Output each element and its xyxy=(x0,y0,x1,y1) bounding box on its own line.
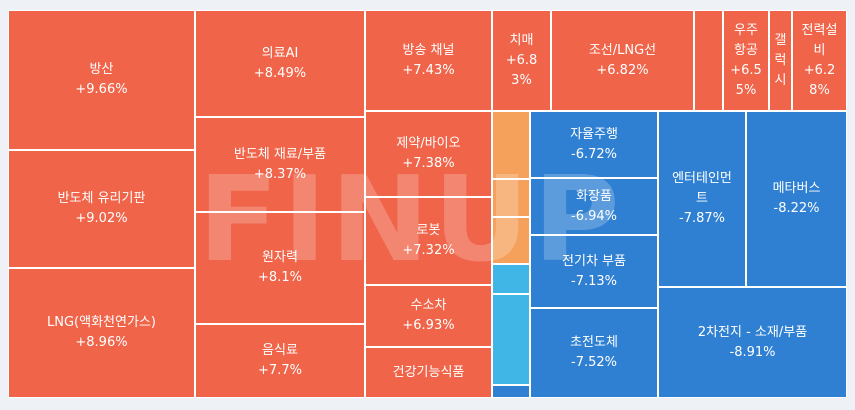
treemap-tile[interactable]: 갤 럭 시 xyxy=(769,10,792,111)
tile-change: +8.49% xyxy=(253,65,307,81)
treemap-tile[interactable]: 음식료 +7.7% xyxy=(195,324,365,398)
tile-change: +6.82% xyxy=(596,62,649,78)
tile-name: 음식료 xyxy=(262,343,298,358)
treemap-tile[interactable] xyxy=(492,111,530,179)
treemap-tile[interactable]: 수소차 +6.93% xyxy=(365,285,492,347)
tile-name: 수소차 xyxy=(410,298,447,313)
tile-name: 의료AI xyxy=(261,45,299,61)
tile-name: 화장품 xyxy=(576,188,612,204)
tile-name: 전기차 부품 xyxy=(562,253,626,269)
tile-name: 2차전지 - 소재/부품 xyxy=(697,324,808,340)
tile-change: -8.91% xyxy=(729,344,776,360)
tile-name: 방송 채널 xyxy=(402,42,455,58)
treemap-tile[interactable]: 초전도체 -7.52% xyxy=(530,308,658,398)
tile-name: 원자력 xyxy=(262,250,298,265)
treemap-tile[interactable]: 건강기능식품 xyxy=(365,347,492,398)
tile-change: +8.37% xyxy=(253,166,307,182)
tile-name: 건강기능식품 xyxy=(392,364,465,380)
treemap-tile[interactable]: 치매 +6.8 3% xyxy=(492,10,551,111)
tile-change: +9.66% xyxy=(75,82,128,97)
tile-change: +9.02% xyxy=(75,211,128,226)
tile-name: 자율주행 xyxy=(570,126,618,142)
tile-change: +8.1% xyxy=(258,270,302,285)
treemap-tile[interactable] xyxy=(492,385,530,398)
tile-change: -7.87% xyxy=(679,211,725,226)
treemap-tile[interactable]: 원자력 +8.1% xyxy=(195,212,365,324)
treemap-tile[interactable]: 제약/바이오 +7.38% xyxy=(365,111,492,197)
tile-change: +7.32% xyxy=(402,243,455,258)
tile-name: 메타버스 xyxy=(772,181,821,196)
treemap-tile[interactable]: 우주 항공 +6.5 5% xyxy=(723,10,769,111)
tile-change: +7.43% xyxy=(402,62,455,78)
tile-change: -7.52% xyxy=(571,355,617,370)
tile-name: 전력설 비 xyxy=(801,22,838,58)
tile-name: 반도체 유리기판 xyxy=(57,191,146,206)
tile-name: 초전도체 xyxy=(570,335,618,350)
tile-name: LNG(액화천연가스) xyxy=(47,315,156,330)
treemap-tile[interactable]: 방산 +9.66% xyxy=(8,10,195,150)
treemap-tile[interactable] xyxy=(492,294,530,385)
tile-name: 조선/LNG선 xyxy=(588,42,657,58)
tile-name: 우주 항공 xyxy=(734,22,758,58)
tile-change: +7.7% xyxy=(258,363,302,378)
treemap-tile[interactable]: 메타버스 -8.22% xyxy=(746,111,847,287)
tile-name: 제약/바이오 xyxy=(396,136,461,151)
treemap-tile[interactable]: 방송 채널 +7.43% xyxy=(365,10,492,111)
treemap-tile[interactable] xyxy=(492,264,530,294)
treemap-tile[interactable]: 로봇 +7.32% xyxy=(365,197,492,285)
treemap-tile[interactable] xyxy=(492,217,530,264)
tile-name: 방산 xyxy=(89,62,114,77)
tile-change: +7.38% xyxy=(402,156,455,171)
tile-name: 갤 럭 시 xyxy=(774,32,787,88)
treemap-tile[interactable]: 전력설 비 +6.2 8% xyxy=(792,10,847,111)
tile-change: +8.96% xyxy=(75,335,128,350)
tile-change: +6.8 3% xyxy=(505,52,538,88)
treemap-tile[interactable]: 의료AI +8.49% xyxy=(195,10,365,117)
tile-change: +6.5 5% xyxy=(730,62,762,98)
treemap-tile[interactable]: 엔터테인먼 트 -7.87% xyxy=(658,111,746,287)
tile-name: 로봇 xyxy=(416,223,441,238)
treemap-tile[interactable] xyxy=(492,179,530,217)
tile-change: -7.13% xyxy=(571,273,617,289)
treemap-tile[interactable]: LNG(액화천연가스) +8.96% xyxy=(8,268,195,398)
treemap-tile[interactable]: 반도체 재료/부품 +8.37% xyxy=(195,117,365,212)
tile-change: +6.2 8% xyxy=(803,62,836,98)
tile-name: 치매 xyxy=(509,32,534,48)
treemap-tile[interactable]: 자율주행 -6.72% xyxy=(530,111,658,178)
tile-change: -6.94% xyxy=(571,208,617,224)
tile-name: 엔터테인먼 트 xyxy=(672,171,732,206)
tile-change: -8.22% xyxy=(773,201,820,216)
treemap-tile[interactable]: 2차전지 - 소재/부품 -8.91% xyxy=(658,287,847,398)
treemap-tile[interactable]: 전기차 부품 -7.13% xyxy=(530,235,658,308)
tile-name: 반도체 재료/부품 xyxy=(233,146,327,162)
tile-change: -6.72% xyxy=(571,146,617,162)
treemap-tile[interactable]: 조선/LNG선 +6.82% xyxy=(551,10,694,111)
treemap-tile[interactable]: 화장품 -6.94% xyxy=(530,178,658,235)
treemap-tile[interactable] xyxy=(694,10,723,111)
tile-change: +6.93% xyxy=(402,318,455,333)
treemap-tile[interactable]: 반도체 유리기판 +9.02% xyxy=(8,150,195,268)
